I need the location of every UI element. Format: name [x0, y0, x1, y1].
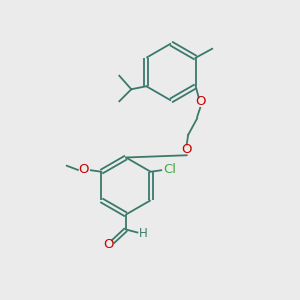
Text: H: H [139, 226, 148, 240]
Text: Cl: Cl [164, 163, 177, 176]
Text: O: O [195, 95, 206, 108]
Text: O: O [103, 238, 113, 251]
Text: O: O [78, 163, 88, 176]
Text: O: O [182, 143, 192, 156]
